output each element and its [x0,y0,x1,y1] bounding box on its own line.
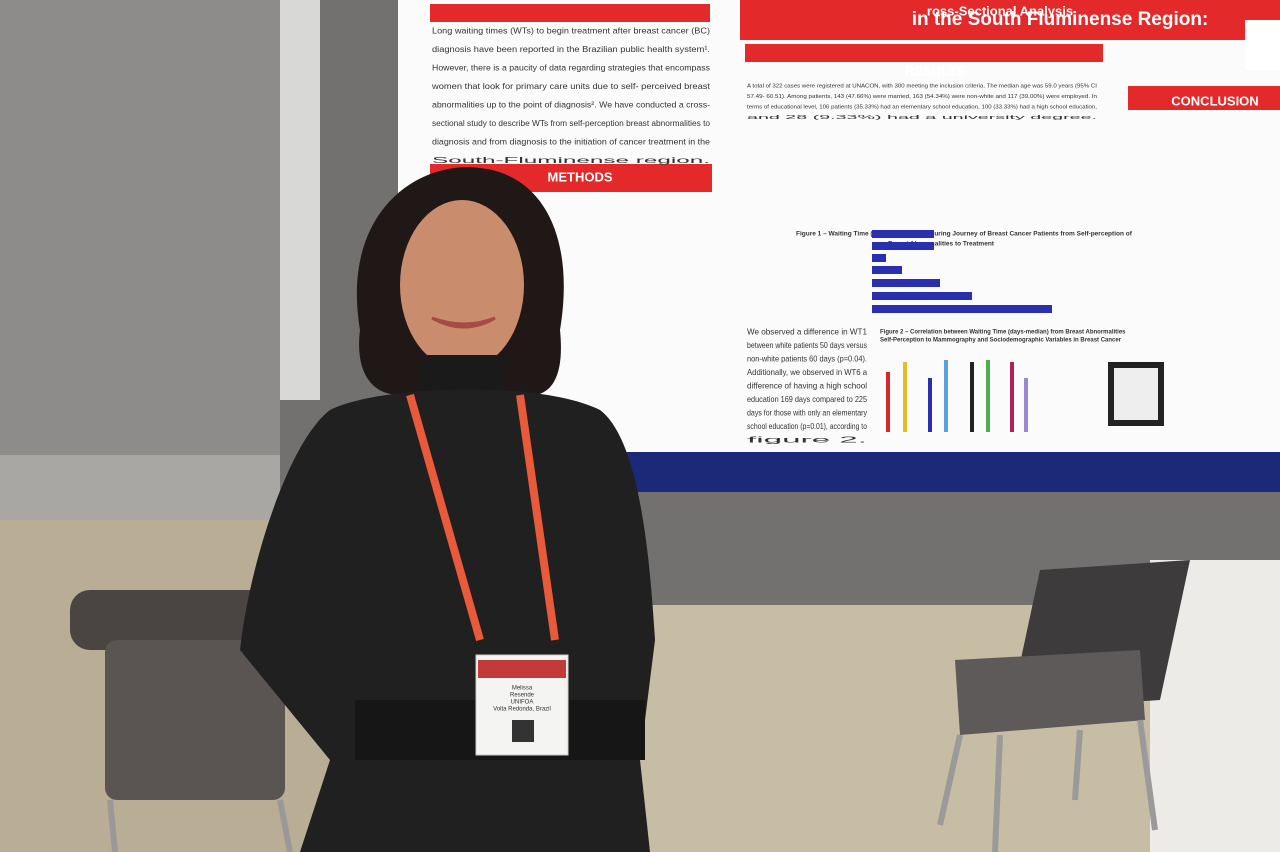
text-line: abnormalities up to the point of diagnos… [432,99,710,109]
text-line: non-white patients 60 days (p=0.04). [747,353,867,363]
text-line: Additionally, we observed in WT6 a [747,367,867,377]
badge-header [478,660,566,678]
section-bar [745,44,1103,62]
text-line: sectional study to describe WTs from sel… [432,118,710,128]
heading: BACKGROUND [522,21,617,36]
chair-seat [955,650,1145,735]
text-line: terms of educational level, 106 patients… [747,104,1098,110]
badge-line: Volta Redonda, Brazil [493,707,551,713]
text-line: Long waiting times (WTs) to begin treatm… [432,25,710,35]
poster-title: in the South Fluminense Region: [912,9,1209,30]
face [400,200,524,370]
badge-line: Resende [510,693,535,699]
text-line: diagnosis and from diagnosis to the init… [432,136,710,146]
logo [1245,20,1280,70]
smile [431,316,496,329]
figure-title: Self-Perception to Mammography and Socio… [880,338,1122,344]
text-line: school education (p=0.01), according to [747,421,867,431]
badge-line: Melissa [512,686,533,692]
poster-title: ross-Sectional Analysis [927,3,1073,18]
text-line: diagnosis have been reported in the Braz… [432,44,710,54]
board-edge [280,0,320,400]
qr-code [1114,368,1158,420]
lanyard [406,393,559,642]
chair-legs [107,799,293,852]
text-line: However, there is a paucity of data rega… [432,62,710,72]
section-bar [430,4,710,22]
text-line: education 169 days compared to 225 [747,394,867,404]
left-wall [0,0,320,470]
text-line: figure 2. [747,434,867,444]
figure-title: Figure 1 – Waiting Time (WT) for each St… [796,231,1133,238]
heading: METHODS [548,169,613,184]
text-line: difference of having a high school [747,380,867,390]
text-line: 57.49- 60.51). Among patients, 143 (47.6… [747,94,1097,100]
figure-title: Breast Abnormalities to Treatment [888,241,995,248]
badge-line: UNIFOA [511,700,534,706]
section-bar [1128,86,1280,110]
text-line: and 28 (9.33%) had a university degree. [747,115,1099,121]
text-blocks: Long waiting times (WTs) to begin treatm… [431,25,1099,444]
wall-base [0,455,320,525]
figure-title: Figure 2 – Correlation between Waiting T… [880,330,1126,336]
text-line: women that look for primary care units d… [431,81,711,91]
figure2-bars [886,360,1028,432]
chair [105,640,285,800]
text-line: South-Fluminense region. [432,155,710,165]
poster-footer [600,452,1280,492]
text-line: We observed a difference in WT1 [747,326,867,336]
badge-qr [512,720,534,742]
chair-back [70,590,290,650]
heading: RESULTS [905,63,965,78]
poster-title-bar [740,0,1280,40]
heading: CONCLUSION [1171,93,1258,108]
text-line: between white patients 50 days versus [747,340,867,350]
chair-legs [937,719,1158,852]
figure1-bars [872,230,1052,313]
text-line: A total of 322 cases were registered at … [747,83,1098,89]
text-line: days for those with only an elementary [747,407,868,417]
